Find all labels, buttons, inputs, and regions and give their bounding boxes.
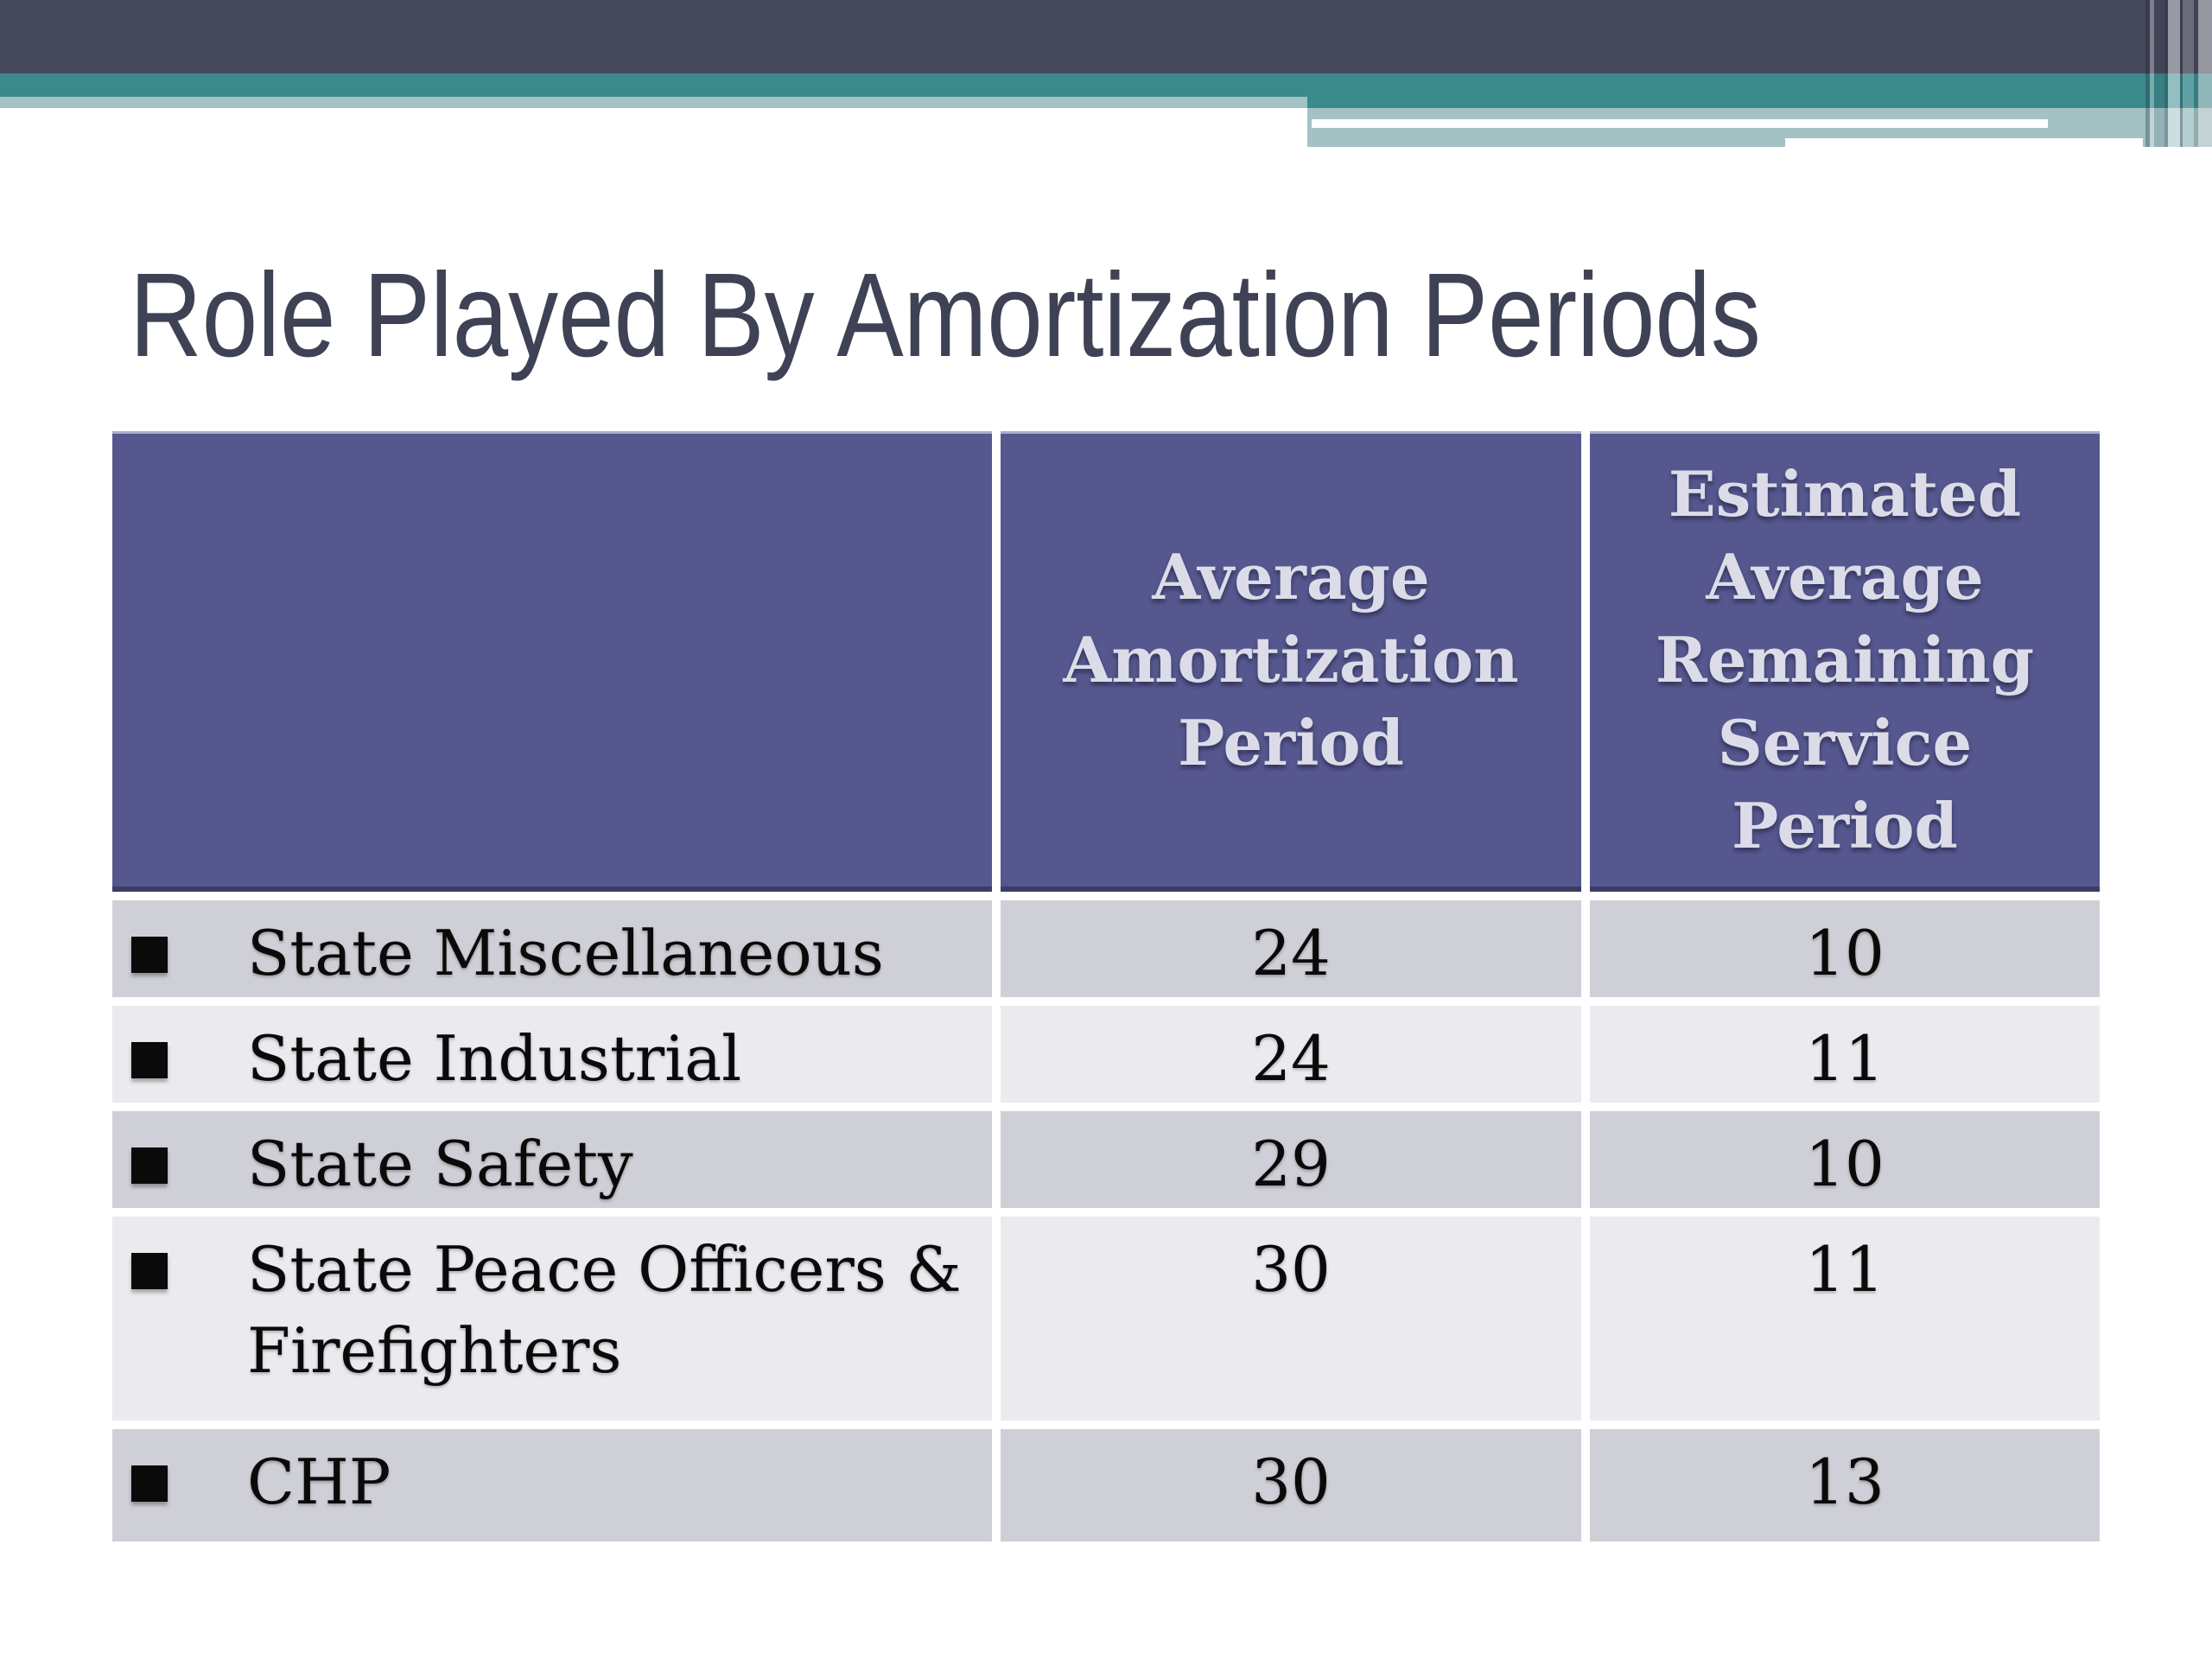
stripes-light-segment	[2145, 108, 2212, 147]
stripes-right-edge	[2198, 0, 2212, 147]
est-remaining-service-value: 11	[1590, 1217, 2100, 1421]
row-label-cell: State Safety	[112, 1111, 992, 1208]
row-label-cell: State Miscellaneous	[112, 900, 992, 997]
header-cell-estimated-average-remaining-service-period: Estimated Average Remaining Service Peri…	[1590, 431, 2100, 892]
stripes-teal-segment	[2145, 73, 2212, 108]
bullet-square-icon	[131, 1253, 168, 1289]
est-remaining-service-value: 11	[1590, 1006, 2100, 1103]
table-row-state-safety: State Safety 29 10	[112, 1111, 2100, 1208]
avg-amortization-value: 29	[1001, 1111, 1581, 1208]
banner-light-teal-strip	[0, 97, 1307, 108]
est-remaining-service-value: 13	[1590, 1429, 2100, 1541]
row-label-cell: State Peace Officers & Firefighters	[112, 1217, 992, 1421]
bullet-square-icon	[131, 1147, 168, 1184]
avg-amortization-value: 24	[1001, 1006, 1581, 1103]
table-row-state-peace-officers-firefighters: State Peace Officers & Firefighters 30 1…	[112, 1217, 2100, 1421]
stripes-overlay	[2145, 0, 2212, 147]
stripes-slate-segment	[2145, 0, 2212, 73]
row-label: State Peace Officers & Firefighters	[247, 1233, 962, 1387]
avg-amortization-value: 30	[1001, 1429, 1581, 1541]
amortization-table: Average Amortization Period Estimated Av…	[112, 431, 2100, 1541]
bullet-square-icon	[131, 937, 168, 973]
est-remaining-service-value: 10	[1590, 900, 2100, 997]
row-label: State Safety	[247, 1128, 633, 1200]
banner-slate-band	[0, 0, 2212, 73]
row-label: CHP	[247, 1446, 391, 1518]
header-cell-average-amortization-period: Average Amortization Period	[1001, 431, 1581, 892]
bullet-square-icon	[131, 1042, 168, 1078]
slide-title: Role Played By Amortization Periods	[130, 249, 1761, 382]
row-label: State Industrial	[247, 1022, 742, 1095]
row-label-cell: CHP	[112, 1429, 992, 1541]
table-header-row: Average Amortization Period Estimated Av…	[112, 431, 2100, 892]
bullet-square-icon	[131, 1465, 168, 1502]
avg-amortization-value: 24	[1001, 900, 1581, 997]
banner-white-notch	[1785, 138, 2143, 147]
avg-amortization-value: 30	[1001, 1217, 1581, 1421]
est-remaining-service-value: 10	[1590, 1111, 2100, 1208]
row-label-cell: State Industrial	[112, 1006, 992, 1103]
table-row-state-miscellaneous: State Miscellaneous 24 10	[112, 900, 2100, 997]
header-cell-empty	[112, 431, 992, 892]
table-row-state-industrial: State Industrial 24 11	[112, 1006, 2100, 1103]
row-label: State Miscellaneous	[247, 917, 884, 989]
banner-vertical-stripes	[2145, 0, 2212, 147]
table-row-chp: CHP 30 13	[112, 1429, 2100, 1541]
banner-white-stripe	[1312, 119, 2048, 128]
